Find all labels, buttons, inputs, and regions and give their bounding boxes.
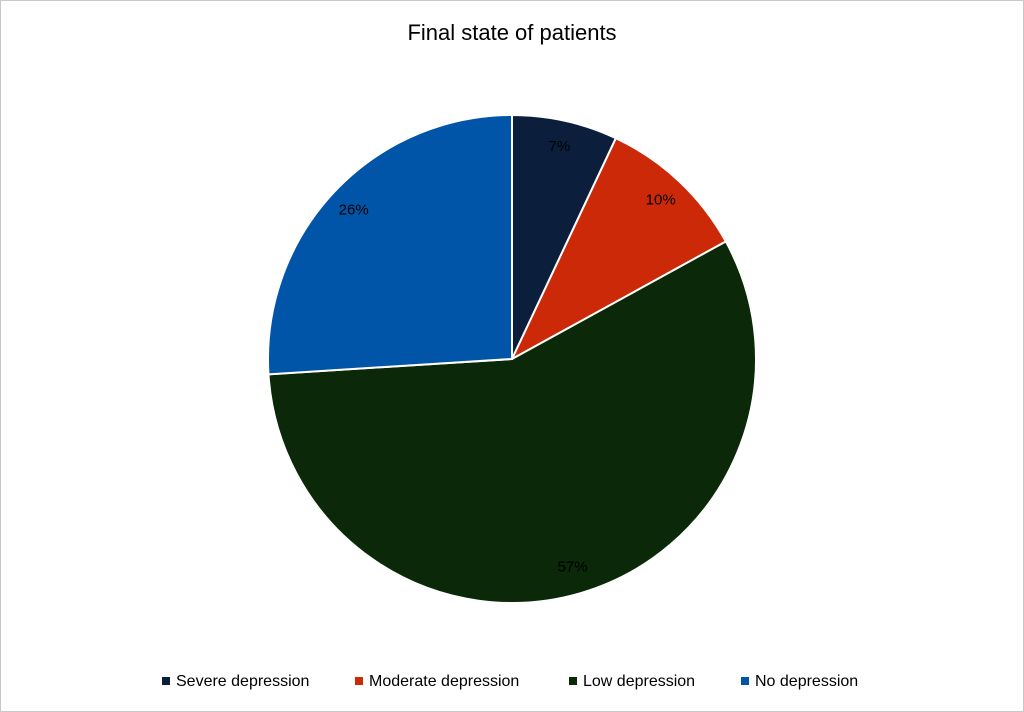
legend-swatch (741, 677, 749, 685)
data-label: 57% (558, 559, 588, 576)
pie-slice (509, 136, 728, 362)
legend-swatch (355, 677, 363, 685)
legend-label: No depression (755, 673, 858, 690)
chart-title: Final state of patients (407, 20, 616, 45)
legend-swatch (162, 677, 170, 685)
data-label: 10% (646, 192, 676, 209)
pie-slice (511, 113, 618, 360)
legend-label: Low depression (583, 673, 695, 690)
legend-label: Moderate depression (369, 673, 519, 690)
data-label: 7% (549, 138, 571, 155)
legend-swatch (569, 677, 577, 685)
pie-slice (267, 240, 757, 604)
data-label: 26% (339, 201, 369, 218)
legend-label: Severe depression (176, 673, 309, 690)
pie-slice (267, 113, 513, 376)
